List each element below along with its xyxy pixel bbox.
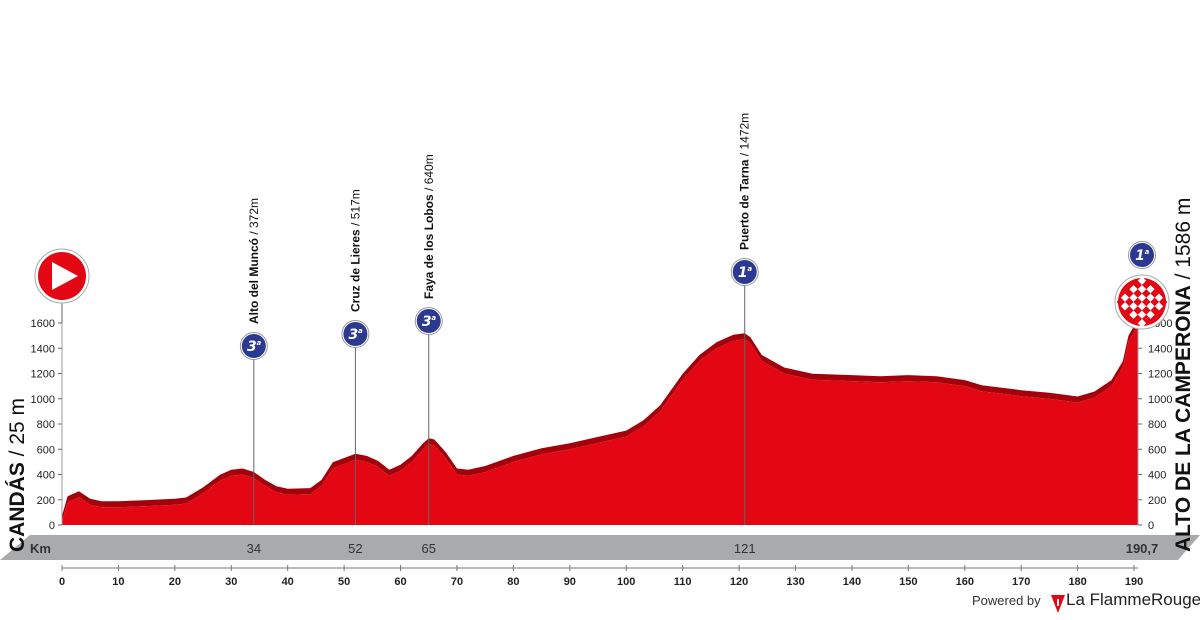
climb-name: Puerto de Tarna / 1472m bbox=[738, 113, 752, 250]
y-tick-label-right: 1200 bbox=[1148, 369, 1172, 381]
climb-km-label: 34 bbox=[247, 541, 261, 556]
y-tick-label-left: 400 bbox=[37, 470, 55, 482]
svg-text:a: a bbox=[431, 314, 436, 322]
y-tick-label-left: 1200 bbox=[31, 369, 55, 381]
y-tick-label-left: 1400 bbox=[31, 343, 55, 355]
badge-category: 3 bbox=[422, 314, 432, 330]
profile-area bbox=[62, 324, 1138, 525]
climb-km-label: 52 bbox=[348, 541, 362, 556]
x-tick-label: 70 bbox=[451, 576, 463, 588]
x-tick-label: 110 bbox=[674, 576, 692, 588]
powered-by-label: Powered by bbox=[972, 593, 1041, 608]
climb-name: Alto del Muncó / 372m bbox=[247, 198, 261, 324]
y-tick-label-left: 800 bbox=[37, 419, 55, 431]
finish-name: ALTO DE LA CAMPERONA / 1586 m bbox=[1172, 198, 1195, 552]
y-tick-label-right: 400 bbox=[1148, 470, 1166, 482]
climb-name: Cruz de Lieres / 517m bbox=[348, 189, 362, 312]
y-tick-label-left: 1000 bbox=[31, 394, 55, 406]
profile-rim bbox=[62, 318, 1138, 522]
x-tick-label: 30 bbox=[225, 576, 237, 588]
svg-text:a: a bbox=[1145, 248, 1150, 256]
x-tick-label: 170 bbox=[1012, 576, 1030, 588]
x-tick-label: 20 bbox=[169, 576, 181, 588]
y-tick-label-right: 1000 bbox=[1148, 394, 1172, 406]
km-band bbox=[0, 535, 1200, 560]
play-arrow-icon bbox=[52, 262, 78, 290]
badge-category: 1 bbox=[738, 265, 748, 281]
svg-text:a: a bbox=[358, 327, 363, 335]
finish-km-label: 190,7 bbox=[1126, 541, 1159, 556]
brand-name: La FlammeRouge bbox=[1066, 590, 1200, 609]
x-tick-label: 0 bbox=[59, 576, 65, 588]
y-tick-label-right: 0 bbox=[1148, 520, 1154, 532]
climb-km-label: 65 bbox=[422, 541, 436, 556]
x-tick-label: 50 bbox=[338, 576, 350, 588]
climb-name: Faya de los Lobos / 640m bbox=[422, 154, 436, 299]
y-tick-label-left: 200 bbox=[37, 495, 55, 507]
svg-text:a: a bbox=[256, 339, 261, 347]
svg-text:a: a bbox=[747, 265, 752, 273]
x-tick-label: 180 bbox=[1068, 576, 1086, 588]
x-tick-label: 130 bbox=[786, 576, 804, 588]
y-tick-label-right: 200 bbox=[1148, 495, 1166, 507]
badge-category: 3 bbox=[247, 339, 257, 355]
climb-km-label: 121 bbox=[734, 541, 756, 556]
x-tick-label: 190 bbox=[1125, 576, 1143, 588]
start-name: CANDÁS / 25 m bbox=[6, 398, 29, 552]
x-tick-label: 100 bbox=[617, 576, 635, 588]
x-tick-label: 120 bbox=[730, 576, 748, 588]
y-tick-label-right: 800 bbox=[1148, 419, 1166, 431]
x-tick-label: 60 bbox=[394, 576, 406, 588]
km-label: Km bbox=[30, 541, 51, 556]
x-tick-label: 10 bbox=[112, 576, 124, 588]
y-tick-label-right: 1400 bbox=[1148, 343, 1172, 355]
x-tick-label: 40 bbox=[282, 576, 294, 588]
x-tick-label: 150 bbox=[899, 576, 917, 588]
y-tick-label-left: 1600 bbox=[31, 318, 55, 330]
x-tick-label: 140 bbox=[843, 576, 861, 588]
x-tick-label: 160 bbox=[956, 576, 974, 588]
x-tick-label: 80 bbox=[507, 576, 519, 588]
badge-category: 3 bbox=[349, 327, 359, 343]
y-tick-label-left: 0 bbox=[49, 520, 55, 532]
y-tick-label-right: 600 bbox=[1148, 444, 1166, 456]
badge-category: 1 bbox=[1135, 248, 1145, 264]
x-tick-label: 90 bbox=[564, 576, 576, 588]
y-tick-label-left: 600 bbox=[37, 444, 55, 456]
